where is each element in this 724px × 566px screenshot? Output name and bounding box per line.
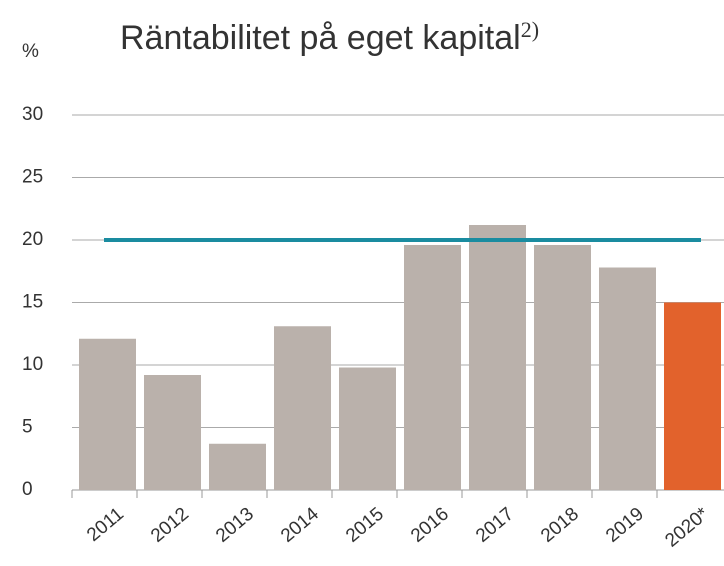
y-tick-label: 10	[22, 354, 43, 375]
x-tick-label: 2014	[277, 503, 323, 547]
x-tick-label: 2011	[83, 504, 128, 546]
bar	[534, 245, 591, 490]
y-tick-label: 15	[22, 292, 43, 313]
title-text: Räntabilitet på eget kapital	[120, 19, 521, 57]
chart-title: Räntabilitet på eget kapital2)	[120, 17, 539, 57]
y-tick-label: 25	[22, 167, 43, 188]
y-tick-label: 5	[22, 417, 33, 438]
y-tick-label: 0	[22, 479, 33, 500]
bar	[144, 375, 201, 490]
bar	[339, 367, 396, 490]
y-axis-label: %	[22, 41, 39, 62]
bar	[469, 225, 526, 490]
title-note: 2)	[521, 17, 539, 42]
x-tick-label: 2018	[537, 504, 583, 547]
bar	[404, 245, 461, 490]
y-tick-label: 20	[22, 229, 43, 250]
bar	[599, 267, 656, 490]
bar	[209, 443, 266, 490]
x-tick-label: 2019	[602, 504, 648, 547]
x-tick-label: 2016	[407, 504, 453, 547]
x-tick-label: 2013	[212, 504, 258, 547]
x-tick-label: 2015	[342, 504, 388, 547]
x-tick-label: 2012	[147, 504, 193, 547]
bar	[274, 326, 331, 490]
y-tick-label: 30	[22, 104, 43, 125]
bar	[664, 302, 721, 490]
x-tick-label: 2020*	[661, 503, 713, 551]
bar	[79, 338, 136, 490]
x-tick-label: 2017	[472, 504, 518, 547]
